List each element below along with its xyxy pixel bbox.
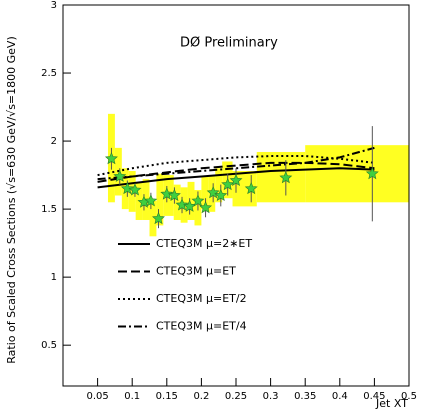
data-point bbox=[120, 181, 134, 195]
legend-label: CTEQ3M μ=ET/2 bbox=[156, 292, 247, 305]
systematic-band bbox=[305, 145, 409, 203]
legend-label: CTEQ3M μ=ET/4 bbox=[156, 320, 247, 333]
data-point bbox=[113, 169, 127, 182]
y-tick-label: 1.5 bbox=[41, 204, 57, 215]
x-tick-label: 0.5 bbox=[401, 391, 417, 402]
data-point bbox=[183, 199, 197, 212]
x-tick-label: 0.15 bbox=[156, 391, 178, 402]
data-point bbox=[104, 151, 118, 165]
y-tick-label: 2.5 bbox=[41, 68, 57, 79]
x-tick-label: 0.4 bbox=[332, 391, 348, 402]
theory-curve bbox=[97, 155, 375, 177]
systematic-band bbox=[201, 176, 209, 210]
x-tick-label: 0.05 bbox=[86, 391, 108, 402]
data-point bbox=[152, 211, 165, 225]
data-point bbox=[365, 166, 379, 180]
data-point bbox=[175, 198, 189, 211]
legend-label: CTEQ3M μ=ET bbox=[156, 265, 236, 278]
x-tick-label: 0.1 bbox=[124, 391, 140, 402]
systematic-band bbox=[256, 151, 306, 203]
data-point bbox=[199, 200, 213, 214]
data-point bbox=[191, 194, 205, 207]
data-point bbox=[144, 194, 158, 207]
x-tick-label: 0.35 bbox=[294, 391, 316, 402]
data-point bbox=[221, 177, 235, 191]
y-tick-label: 0.5 bbox=[41, 340, 57, 351]
y-tick-label: 2 bbox=[51, 136, 57, 147]
y-tick-label: 1 bbox=[51, 272, 57, 283]
systematic-band bbox=[187, 181, 195, 220]
data-point bbox=[279, 171, 293, 184]
data-point bbox=[160, 187, 174, 200]
data-point bbox=[229, 173, 243, 187]
data-point bbox=[128, 183, 142, 196]
systematic-band bbox=[149, 200, 157, 237]
systematic-band bbox=[156, 173, 164, 226]
y-tick-label: 3 bbox=[51, 0, 57, 11]
annotation: DØ Preliminary bbox=[180, 36, 278, 51]
data-point bbox=[244, 181, 258, 195]
y-axis-label: Ratio of Scaled Cross Sections (√s=630 G… bbox=[5, 36, 18, 363]
x-tick-label: 0.3 bbox=[263, 391, 279, 402]
legend-label: CTEQ3M μ=2∗ET bbox=[156, 237, 252, 250]
x-axis-label: Jet XT bbox=[375, 397, 408, 410]
x-tick-label: 0.25 bbox=[225, 391, 247, 402]
data-point bbox=[214, 188, 228, 201]
x-tick-label: 0.45 bbox=[363, 391, 385, 402]
systematic-band bbox=[215, 168, 223, 203]
data-point bbox=[167, 188, 181, 201]
theory-curve bbox=[97, 161, 375, 183]
x-tick-label: 0.2 bbox=[193, 391, 209, 402]
data-point bbox=[206, 185, 220, 199]
systematic-band bbox=[173, 184, 181, 220]
theory-curve bbox=[97, 146, 375, 181]
